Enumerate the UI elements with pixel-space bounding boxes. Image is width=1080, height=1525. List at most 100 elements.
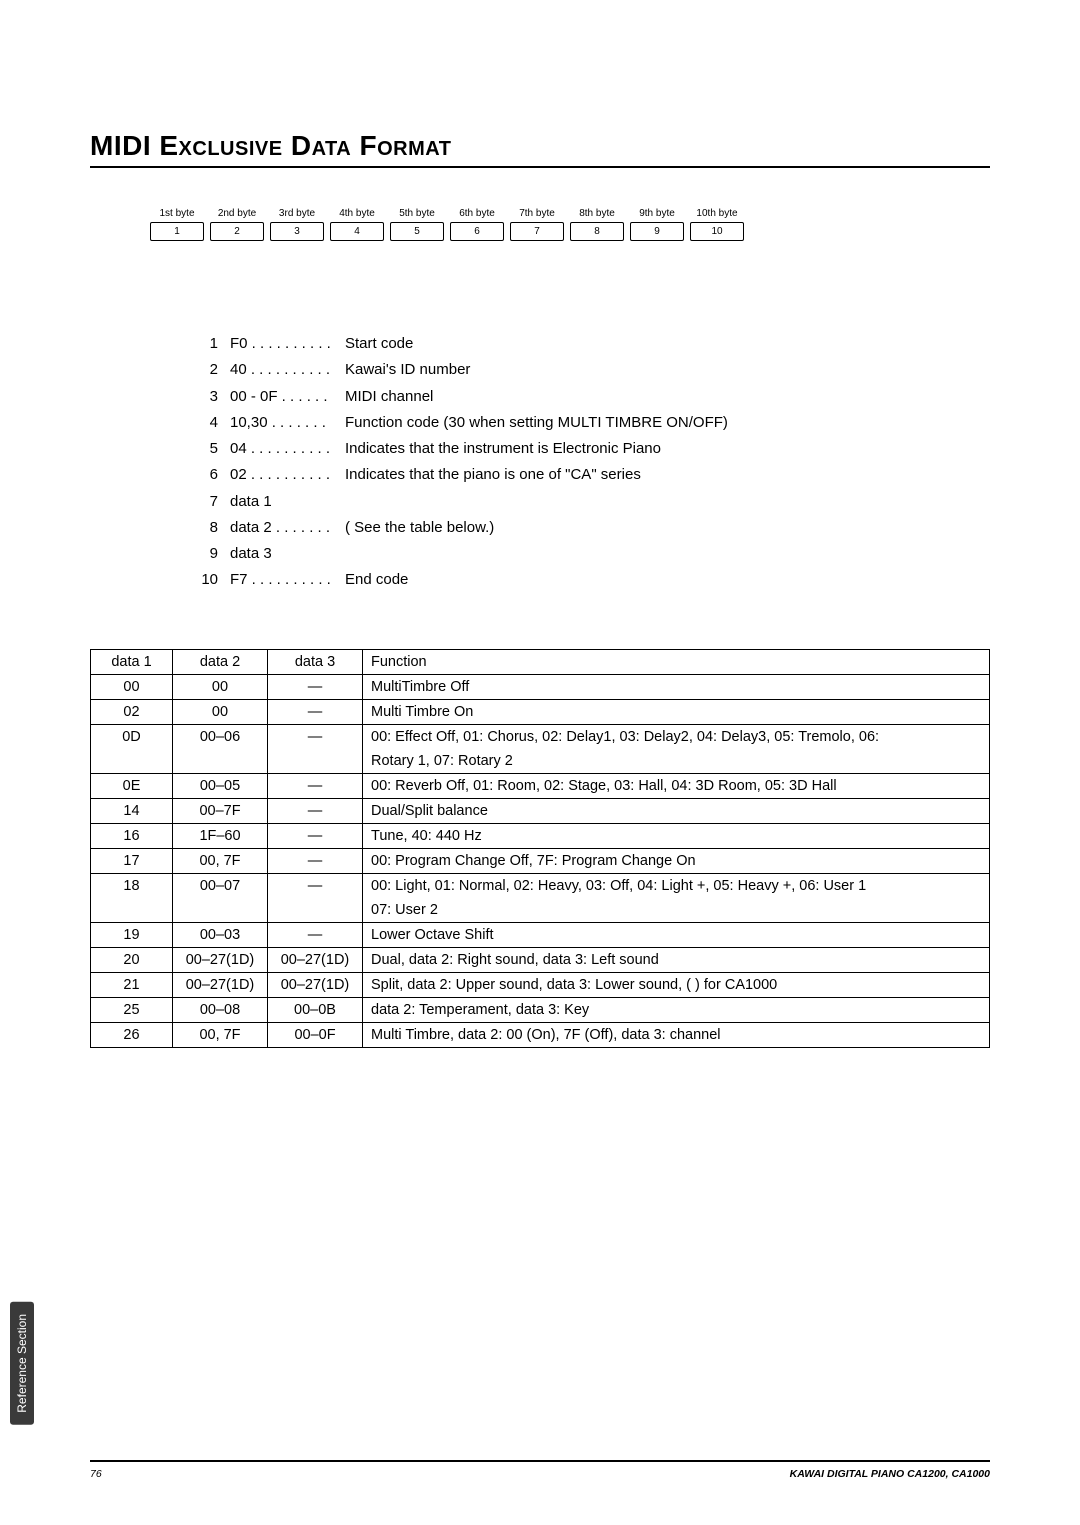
page-title: MIDI Exclusive Data Format <box>90 130 990 162</box>
table-cell: 00–05 <box>173 773 268 798</box>
table-cell: — <box>268 724 363 749</box>
table-cell: Multi Timbre, data 2: 00 (On), 7F (Off),… <box>363 1022 990 1047</box>
byte-box: 9 <box>630 222 684 241</box>
byte-column: 10th byte 10 <box>690 208 744 241</box>
table-cell: 00 <box>91 674 173 699</box>
table-row: 1400–7F—Dual/Split balance <box>91 798 990 823</box>
byte-list-row: 300 - 0F . . . . . .MIDI channel <box>200 384 990 410</box>
byte-column: 4th byte4 <box>330 208 384 241</box>
table-cell: MultiTimbre Off <box>363 674 990 699</box>
col-header: Function <box>363 649 990 674</box>
byte-list-row: 10F7 . . . . . . . . . .End code <box>200 567 990 593</box>
byte-label: 5th byte <box>390 208 444 219</box>
byte-column: 3rd byte3 <box>270 208 324 241</box>
table-cell: 00–7F <box>173 798 268 823</box>
byte-column: 2nd byte2 <box>210 208 264 241</box>
table-row: Rotary 1, 07: Rotary 2 <box>91 749 990 774</box>
byte-diagram: 1st byte12nd byte23rd byte34th byte45th … <box>150 208 990 241</box>
table-cell: — <box>268 922 363 947</box>
byte-num: 7 <box>200 489 230 515</box>
table-cell: Dual, data 2: Right sound, data 3: Left … <box>363 947 990 972</box>
table-cell: 0D <box>91 724 173 749</box>
table-cell: 00, 7F <box>173 1022 268 1047</box>
table-cell: 00–06 <box>173 724 268 749</box>
byte-code: 40 . . . . . . . . . . <box>230 357 345 383</box>
byte-column: 9th byte9 <box>630 208 684 241</box>
byte-list-row: 410,30 . . . . . . .Function code (30 wh… <box>200 410 990 436</box>
byte-list-row: 7data 1 <box>200 489 990 515</box>
byte-code: 10,30 . . . . . . . <box>230 410 345 436</box>
table-cell: 00, 7F <box>173 848 268 873</box>
table-cell: — <box>268 773 363 798</box>
byte-list-row: 240 . . . . . . . . . .Kawai's ID number <box>200 357 990 383</box>
byte-desc: Indicates that the piano is one of "CA" … <box>345 462 990 488</box>
table-cell: 00–27(1D) <box>268 972 363 997</box>
table-cell: 00: Reverb Off, 01: Room, 02: Stage, 03:… <box>363 773 990 798</box>
table-row: 0D00–06—00: Effect Off, 01: Chorus, 02: … <box>91 724 990 749</box>
table-row: 2600, 7F00–0FMulti Timbre, data 2: 00 (O… <box>91 1022 990 1047</box>
table-cell: 00–08 <box>173 997 268 1022</box>
byte-num: 9 <box>200 541 230 567</box>
table-cell: 00 <box>173 674 268 699</box>
table-cell <box>173 749 268 774</box>
table-cell: 07: User 2 <box>363 898 990 923</box>
table-cell: 00–03 <box>173 922 268 947</box>
table-row: 0E00–05—00: Reverb Off, 01: Room, 02: St… <box>91 773 990 798</box>
byte-desc: Indicates that the instrument is Electro… <box>345 436 990 462</box>
byte-list: 1F0 . . . . . . . . . .Start code240 . .… <box>200 331 990 594</box>
table-row: 0200—Multi Timbre On <box>91 699 990 724</box>
table-cell: 00–0F <box>268 1022 363 1047</box>
table-cell: Dual/Split balance <box>363 798 990 823</box>
byte-label: 10th byte <box>690 208 744 219</box>
table-row: 161F–60—Tune, 40: 440 Hz <box>91 823 990 848</box>
byte-desc <box>345 541 990 567</box>
byte-box: 6 <box>450 222 504 241</box>
byte-list-row: 1F0 . . . . . . . . . .Start code <box>200 331 990 357</box>
byte-column: 8th byte8 <box>570 208 624 241</box>
byte-code: 04 . . . . . . . . . . <box>230 436 345 462</box>
byte-label: 7th byte <box>510 208 564 219</box>
table-cell: 25 <box>91 997 173 1022</box>
byte-code: 00 - 0F . . . . . . <box>230 384 345 410</box>
table-cell: 00: Light, 01: Normal, 02: Heavy, 03: Of… <box>363 873 990 898</box>
byte-code: data 2 . . . . . . . <box>230 515 345 541</box>
byte-desc: Function code (30 when setting MULTI TIM… <box>345 410 990 436</box>
table-cell <box>268 898 363 923</box>
table-cell: 00–27(1D) <box>268 947 363 972</box>
col-header: data 1 <box>91 649 173 674</box>
table-row: 2100–27(1D)00–27(1D)Split, data 2: Upper… <box>91 972 990 997</box>
byte-num: 6 <box>200 462 230 488</box>
byte-column: 6th byte6 <box>450 208 504 241</box>
table-cell: 17 <box>91 848 173 873</box>
table-cell: Split, data 2: Upper sound, data 3: Lowe… <box>363 972 990 997</box>
table-cell: 1F–60 <box>173 823 268 848</box>
page-number: 76 <box>90 1468 102 1480</box>
table-cell: — <box>268 823 363 848</box>
table-cell: 00: Program Change Off, 7F: Program Chan… <box>363 848 990 873</box>
table-cell: 19 <box>91 922 173 947</box>
col-header: data 2 <box>173 649 268 674</box>
table-cell <box>268 749 363 774</box>
table-row: 1900–03—Lower Octave Shift <box>91 922 990 947</box>
byte-num: 2 <box>200 357 230 383</box>
table-cell: 00–0B <box>268 997 363 1022</box>
table-cell <box>91 749 173 774</box>
byte-column: 7th byte7 <box>510 208 564 241</box>
table-cell <box>91 898 173 923</box>
table-cell: 00: Effect Off, 01: Chorus, 02: Delay1, … <box>363 724 990 749</box>
col-header: data 3 <box>268 649 363 674</box>
table-cell: 18 <box>91 873 173 898</box>
table-cell: — <box>268 674 363 699</box>
footer-text: KAWAI DIGITAL PIANO CA1200, CA1000 <box>790 1468 990 1480</box>
byte-desc: Start code <box>345 331 990 357</box>
table-cell: Multi Timbre On <box>363 699 990 724</box>
table-cell: 21 <box>91 972 173 997</box>
byte-box: 4 <box>330 222 384 241</box>
byte-box: 1 <box>150 222 204 241</box>
byte-box: 10 <box>690 222 744 241</box>
table-cell: 16 <box>91 823 173 848</box>
table-cell: — <box>268 699 363 724</box>
byte-list-row: 602 . . . . . . . . . .Indicates that th… <box>200 462 990 488</box>
table-cell: Tune, 40: 440 Hz <box>363 823 990 848</box>
side-tab: Reference Section <box>10 1302 34 1425</box>
